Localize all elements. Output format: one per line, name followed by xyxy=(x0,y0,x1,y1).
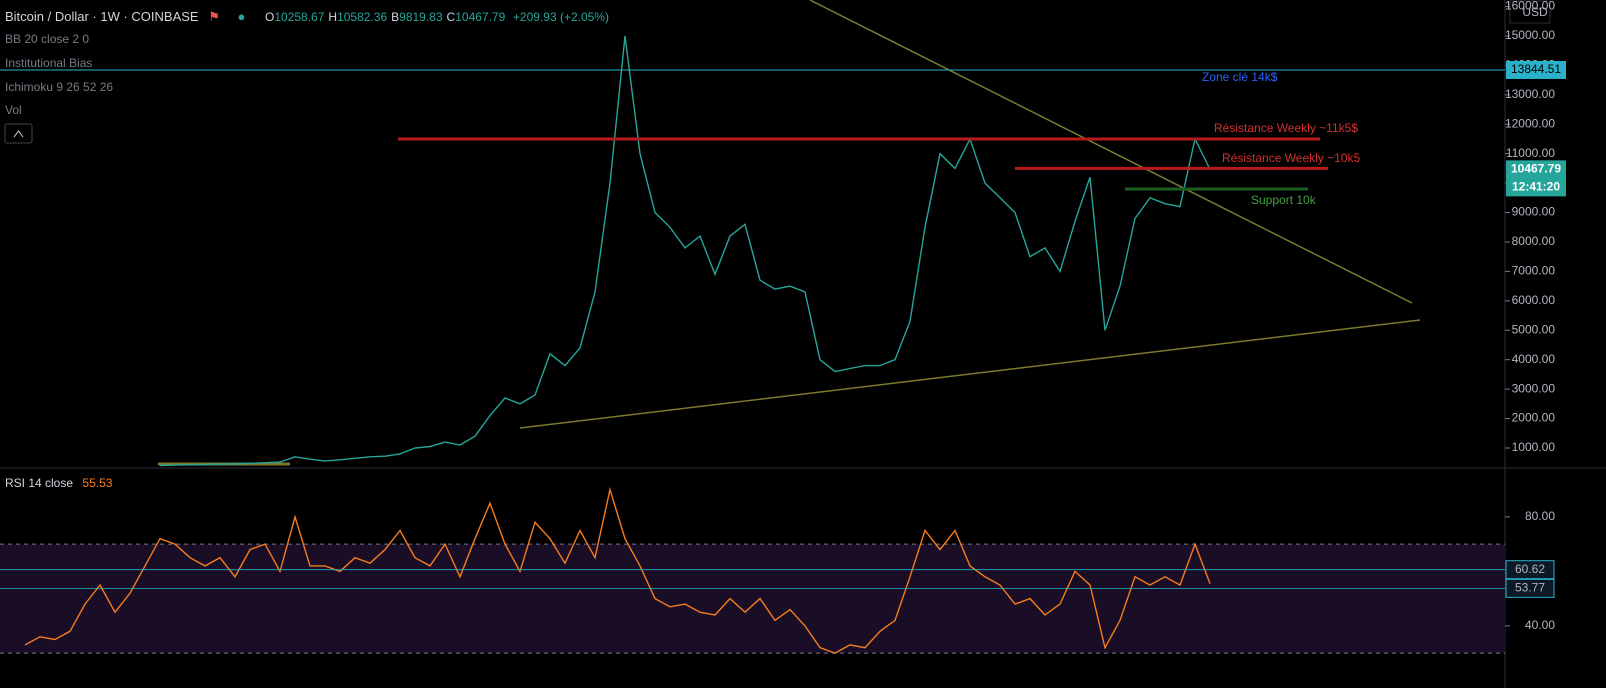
currency: USD xyxy=(1522,5,1548,19)
ohlc-key: C xyxy=(446,10,456,24)
status-dot: ● xyxy=(237,9,246,24)
rsi-badge xyxy=(1505,560,1555,580)
ohlc-key: H xyxy=(328,10,338,24)
price-line xyxy=(159,35,1211,467)
currency-box[interactable] xyxy=(1509,0,1551,24)
y-tick-label: 16000.00 xyxy=(1505,0,1555,13)
trend-line xyxy=(809,0,1413,304)
rsi-badge xyxy=(1505,578,1555,598)
countdown: 12:41:20 xyxy=(1512,180,1560,194)
flag-icon[interactable]: ⚑ xyxy=(208,9,220,24)
ohlc-value: 10582.36 xyxy=(337,10,388,24)
y-tick-label: 6000.00 xyxy=(1512,293,1556,307)
ohlc-value: 10258.67 xyxy=(274,10,325,24)
price-badge xyxy=(1506,60,1566,79)
y-tick-label: 7000.00 xyxy=(1512,264,1556,278)
trend-line xyxy=(519,319,1421,429)
y-tick-label: 11000.00 xyxy=(1506,146,1555,160)
level-label: Résistance Weekly ~11k5$ xyxy=(1214,121,1358,135)
ohlc-value: 9819.83 xyxy=(399,10,443,24)
indicator[interactable]: BB 20 close 2 0 xyxy=(5,32,90,46)
y-tick-label: 3000.00 xyxy=(1512,381,1556,395)
y-tick-label: 9000.00 xyxy=(1512,205,1556,219)
y-tick-label: 40.00 xyxy=(1525,618,1555,632)
y-tick-label: 80.00 xyxy=(1525,509,1555,523)
rsi-title: RSI 14 close xyxy=(5,476,74,490)
y-tick-label: 4000.00 xyxy=(1512,352,1556,366)
rsi-value: 55.53 xyxy=(82,476,113,490)
rsi-legend: RSI 14 close 55.53 xyxy=(5,476,112,490)
indicator[interactable]: Institutional Bias xyxy=(5,56,93,70)
rsi-badge-label: 60.62 xyxy=(1515,562,1545,576)
ohlc-value: 10467.79 xyxy=(455,10,506,24)
change: +209.93 (+2.05%) xyxy=(512,10,609,24)
last-price-label: 10467.79 xyxy=(1511,162,1561,176)
level-label: Résistance Weekly ~10k5 xyxy=(1222,151,1361,165)
ohlc-key: O xyxy=(265,10,275,24)
ohlc: O10258.67 H10582.36 B9819.83 C10467.79 xyxy=(265,10,509,24)
y-tick-label: 15000.00 xyxy=(1505,28,1555,42)
y-tick-label: 5000.00 xyxy=(1512,322,1556,336)
y-tick-label: 1000.00 xyxy=(1512,440,1556,454)
indicator[interactable]: Vol xyxy=(5,103,22,117)
rsi-line xyxy=(24,486,1211,654)
price-badge-label: 13844.51 xyxy=(1511,62,1561,76)
level-label: Zone clé 14k$ xyxy=(1202,70,1278,84)
ohlc-key: B xyxy=(391,10,400,24)
indicator[interactable]: Ichimoku 9 26 52 26 xyxy=(5,80,114,94)
level-label: Support 10k xyxy=(1251,193,1317,207)
collapse-icon xyxy=(13,130,24,138)
y-tick-label: 8000.00 xyxy=(1512,234,1556,248)
y-tick-label: 12000.00 xyxy=(1505,116,1555,130)
y-tick-label: 2000.00 xyxy=(1512,411,1556,425)
rsi-band xyxy=(0,544,1505,654)
y-tick-label: 13000.00 xyxy=(1505,87,1555,101)
rsi-badge-label: 53.77 xyxy=(1515,581,1545,595)
collapse-button[interactable] xyxy=(4,123,33,144)
last-price-badge xyxy=(1506,160,1566,197)
header: Bitcoin / Dollar · 1W · COINBASE ⚑ ● O10… xyxy=(5,9,609,25)
symbol-title: Bitcoin / Dollar · 1W · COINBASE xyxy=(5,9,199,24)
